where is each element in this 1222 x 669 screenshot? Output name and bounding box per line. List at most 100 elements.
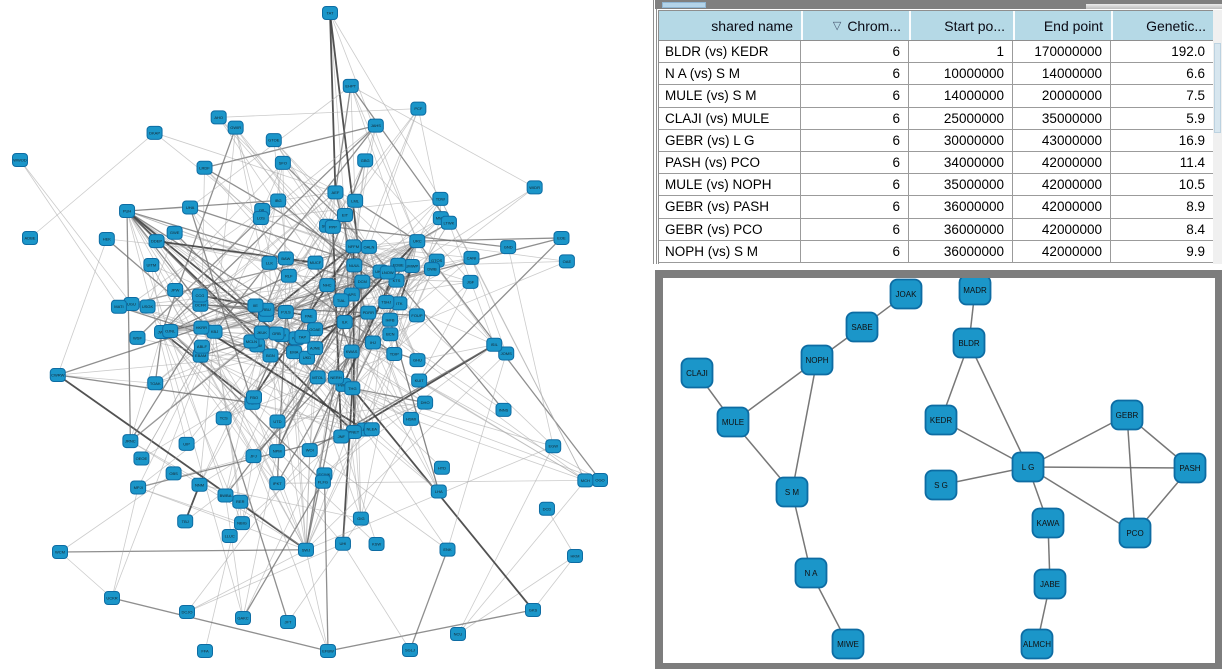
network-edge[interactable] bbox=[204, 124, 376, 169]
cell-end[interactable]: 42000000 bbox=[1013, 240, 1111, 262]
network-node[interactable]: KWAS bbox=[343, 344, 360, 359]
network-node[interactable]: JAHS bbox=[367, 118, 384, 133]
network-node[interactable]: BAW bbox=[277, 251, 294, 266]
network-node[interactable]: EOE bbox=[553, 230, 570, 245]
cell-shared-name[interactable]: PASH (vs) PCO bbox=[659, 151, 801, 174]
cell-chromosome[interactable]: 6 bbox=[801, 218, 909, 240]
network-node[interactable]: NERH bbox=[328, 370, 345, 385]
network-edge[interactable] bbox=[260, 217, 412, 267]
network-node[interactable]: JGF bbox=[462, 274, 479, 289]
network-edge[interactable] bbox=[368, 246, 437, 261]
network-edge[interactable] bbox=[411, 187, 535, 267]
column-header-chromosome[interactable]: ▽ Chrom... bbox=[801, 11, 909, 40]
network-node[interactable]: BCN bbox=[382, 327, 399, 342]
network-node[interactable]: IIE bbox=[247, 298, 264, 313]
subnetwork-node-SABE[interactable]: SABE bbox=[845, 311, 879, 343]
network-edge[interactable] bbox=[471, 257, 507, 354]
network-edge[interactable] bbox=[126, 210, 363, 283]
network-edge[interactable] bbox=[323, 474, 329, 652]
network-node[interactable]: NCU bbox=[450, 627, 466, 641]
network-edge[interactable] bbox=[161, 331, 244, 619]
network-edge[interactable] bbox=[440, 198, 586, 481]
cell-end[interactable]: 14000000 bbox=[1013, 63, 1111, 85]
network-edge[interactable] bbox=[305, 450, 311, 550]
cell-start[interactable]: 1 bbox=[909, 41, 1013, 63]
network-node[interactable]: ENK bbox=[439, 542, 456, 557]
network-node[interactable]: IBG bbox=[270, 193, 287, 208]
cell-start[interactable]: 14000000 bbox=[909, 85, 1013, 107]
network-node[interactable]: FFA bbox=[197, 644, 213, 658]
network-edge[interactable] bbox=[417, 237, 562, 242]
table-row[interactable]: MULE (vs) S M 6 14000000 20000000 7.5 bbox=[659, 85, 1214, 108]
network-node[interactable]: LML bbox=[347, 193, 364, 208]
subnetwork-view[interactable]: JOAK MADR SABE BLDR NOPH CLAJI MULE KEDR GEBR L G… bbox=[663, 278, 1215, 663]
network-edge[interactable] bbox=[129, 331, 163, 442]
cell-chromosome[interactable]: 6 bbox=[801, 151, 909, 174]
subnetwork-edge-L G-PASH[interactable] bbox=[1027, 466, 1191, 469]
network-edge[interactable] bbox=[204, 167, 287, 259]
network-edge[interactable] bbox=[57, 355, 271, 376]
network-edge[interactable] bbox=[242, 481, 324, 619]
subnetwork-node-CLAJI[interactable]: CLAJI bbox=[680, 357, 714, 389]
network-edge[interactable] bbox=[342, 431, 355, 544]
network-node[interactable]: LOS bbox=[252, 211, 269, 226]
cell-genetic[interactable]: 10.5 bbox=[1111, 174, 1214, 196]
table-row[interactable]: GEBR (vs) PCO 6 36000000 42000000 8.4 bbox=[659, 218, 1214, 241]
network-node[interactable]: GWIR bbox=[227, 120, 244, 135]
network-node[interactable]: MUCF bbox=[307, 255, 324, 270]
network-edge[interactable] bbox=[57, 374, 307, 551]
network-node[interactable]: EIT bbox=[337, 208, 353, 222]
network-edge[interactable] bbox=[199, 331, 215, 485]
subnetwork-node-S M[interactable]: S M bbox=[775, 476, 809, 508]
network-node[interactable]: UCKR bbox=[104, 591, 120, 605]
network-edge[interactable] bbox=[186, 449, 311, 613]
network-edge[interactable] bbox=[204, 167, 342, 301]
cell-shared-name[interactable]: GEBR (vs) L G bbox=[659, 129, 801, 151]
network-edge[interactable] bbox=[154, 331, 163, 384]
network-edge[interactable] bbox=[282, 162, 287, 313]
network-edge[interactable] bbox=[126, 210, 267, 311]
table-row[interactable]: BLDR (vs) KEDR 6 1 170000000 192.0 bbox=[659, 41, 1214, 64]
network-edge[interactable] bbox=[223, 418, 289, 623]
network-edge[interactable] bbox=[59, 551, 113, 599]
cell-genetic[interactable]: 9.9 bbox=[1111, 240, 1214, 262]
network-edge[interactable] bbox=[218, 117, 328, 227]
network-edge[interactable] bbox=[161, 127, 237, 333]
network-node[interactable]: HEK bbox=[98, 231, 115, 246]
network-edge[interactable] bbox=[184, 450, 278, 522]
network-node[interactable]: WCM bbox=[52, 545, 68, 559]
cell-start[interactable]: 25000000 bbox=[909, 107, 1013, 129]
network-edge[interactable] bbox=[334, 85, 352, 193]
table-row[interactable]: GEBR (vs) PASH 6 36000000 42000000 8.9 bbox=[659, 196, 1214, 219]
network-edge[interactable] bbox=[278, 191, 336, 201]
network-node[interactable]: NBIG bbox=[234, 516, 251, 531]
network-edge[interactable] bbox=[253, 456, 329, 652]
network-node[interactable]: LTWK bbox=[440, 215, 457, 230]
network-edge[interactable] bbox=[218, 108, 419, 118]
network-edge[interactable] bbox=[410, 418, 586, 481]
network-edge[interactable] bbox=[189, 207, 352, 352]
network-node[interactable]: LLUC bbox=[221, 528, 238, 543]
network-edge[interactable] bbox=[302, 336, 443, 469]
network-node[interactable]: GIG bbox=[352, 511, 369, 526]
column-header-start-point[interactable]: Start po... bbox=[909, 11, 1013, 40]
network-node[interactable]: KSW bbox=[368, 537, 385, 552]
table-top-scrollbar[interactable] bbox=[655, 0, 1222, 9]
network-node[interactable]: IPKT bbox=[269, 476, 286, 491]
network-node[interactable]: AHO bbox=[210, 110, 227, 125]
network-node[interactable]: PDRR bbox=[360, 305, 377, 320]
network-node[interactable]: CWRW bbox=[49, 368, 66, 383]
network-edge[interactable] bbox=[351, 294, 440, 492]
network-edge[interactable] bbox=[169, 330, 253, 404]
network-node[interactable]: PUH bbox=[119, 203, 136, 218]
network-edge[interactable] bbox=[174, 232, 252, 342]
table-row[interactable]: PASH (vs) PCO 6 34000000 42000000 11.4 bbox=[659, 151, 1214, 175]
network-node[interactable]: EFBW bbox=[320, 644, 336, 658]
network-edge[interactable] bbox=[106, 238, 286, 259]
cell-genetic[interactable]: 11.4 bbox=[1111, 151, 1214, 174]
network-node[interactable]: DHO bbox=[417, 395, 434, 410]
cell-start[interactable]: 30000000 bbox=[909, 129, 1013, 151]
network-node[interactable]: TCS bbox=[215, 411, 232, 426]
network-edge[interactable] bbox=[200, 240, 418, 356]
table-row[interactable]: CLAJI (vs) MULE 6 25000000 35000000 5.9 bbox=[659, 107, 1214, 130]
